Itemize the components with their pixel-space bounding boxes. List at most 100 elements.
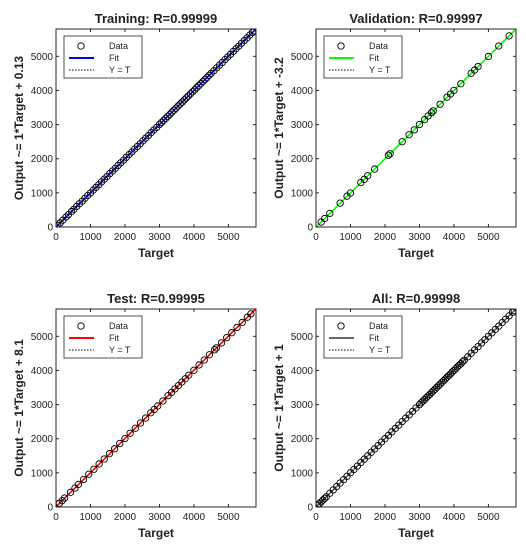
all-x-tick-label: 4000 [443,512,466,523]
training-x-tick-label: 2000 [114,232,137,243]
test-y-tick-label: 5000 [31,332,54,343]
validation-data-point [450,86,458,95]
validation-y-tick-label: 0 [307,223,313,234]
validation-data-point [320,214,329,223]
validation-axes-box [315,28,517,228]
training-data-point [155,120,164,129]
test-data-point [210,346,219,354]
validation-data-point [384,151,393,159]
training-y-tick-label: 2000 [31,154,54,165]
test-x-tick-label: 3000 [148,512,171,523]
test-y-label: Output ~= 1*Target + 8.1 [12,339,26,477]
training-data-point [193,83,201,92]
test-data-point [233,323,241,332]
validation-data-point [457,80,465,88]
all-y-tick-label: 3000 [291,400,314,411]
test-data-point [105,450,114,458]
test-legend-label: Data [109,321,128,331]
training-y-label: Output ~= 1*Target + 0.13 [12,56,26,200]
training-data-point [164,112,172,121]
validation-y-tick-label: 5000 [291,52,314,63]
training-data-point [168,108,176,116]
training-data-point [195,81,203,90]
training-y-tick-label: 5000 [31,52,54,63]
test-data-point [212,344,220,352]
training-x-tick-label: 5000 [217,232,240,243]
validation-x-label: Target [398,246,434,260]
validation-data-point [429,107,437,115]
test-data-point [58,497,66,505]
validation-data-point [415,120,424,129]
all-y-tick-label: 2000 [291,434,314,445]
all-y-tick-label: 1000 [291,468,314,479]
training-legend: Data Fit Y = T [63,35,143,79]
training-data-point [176,100,184,108]
validation-legend-data-marker [337,42,345,50]
training-data-point [172,104,180,112]
validation-x-tick-label: 1000 [339,232,362,243]
all-x-label: Target [398,526,434,540]
validation-data-point [484,52,493,61]
test-axes-box [55,308,257,508]
training-data-point [197,80,205,88]
test-data-point [126,429,134,437]
all-title: All: R=0.99998 [372,291,461,306]
training-data-point [201,75,209,84]
training-y-tick-label: 1000 [31,188,54,199]
test-data-point [121,434,129,443]
validation-data-point [410,126,418,134]
training-y-tick-label: 0 [47,223,53,234]
training-data-point [180,96,188,104]
validation-y-tick-label: 2000 [291,154,314,165]
validation-legend: Data Fit Y = T [323,35,403,79]
training-x-tick-label: 4000 [183,232,206,243]
training-series [56,29,256,227]
test-data-point [66,488,75,496]
training-y-tick-label: 4000 [31,86,54,97]
all-data-point [320,494,329,503]
test-legend-label: Fit [109,333,119,343]
test-data-point [136,419,145,427]
all-x-tick-label: 3000 [408,512,431,523]
training-legend-label: Data [109,41,128,51]
test-data-point [247,310,255,318]
training-x-tick-label: 0 [53,232,59,243]
validation-y-tick-label: 3000 [291,120,314,131]
test-fit-line [56,309,256,507]
training-data-point [250,29,256,35]
training-data-point [159,116,168,125]
test-y-tick-label: 0 [47,503,53,514]
test-data-point [90,465,98,473]
training-data-point [62,213,70,221]
validation-x-tick-label: 0 [313,232,319,243]
training-data-point [186,90,195,98]
validation-x-tick-label: 3000 [408,232,431,243]
validation-data-point [398,138,406,146]
training-legend-data-marker [77,42,85,50]
test-x-tick-label: 0 [53,512,59,523]
validation-data-point [346,189,355,197]
training-data-point [184,92,193,100]
all-y-tick-label: 5000 [291,332,314,343]
all-x-tick-label: 1000 [339,512,362,523]
test-data-point [185,371,193,379]
test-data-point [217,339,226,347]
validation-legend-label: Fit [369,53,379,63]
validation-data-point [405,131,413,139]
test-data-point [142,414,150,422]
validation-data-point [495,42,503,50]
validation-data-point [427,109,436,117]
training-data-point [203,73,211,82]
test-data-point [154,402,162,410]
all-legend-label: Data [369,321,388,331]
test-data-point [85,470,93,478]
test-x-label: Target [138,526,174,540]
all-legend-label: Fit [369,333,379,343]
validation-data-point [505,32,513,40]
validation-data-point [370,165,379,173]
test-series [56,309,256,507]
test-x-tick-label: 2000 [114,512,137,523]
training-axes-box [55,28,257,228]
validation-data-point [386,150,394,158]
